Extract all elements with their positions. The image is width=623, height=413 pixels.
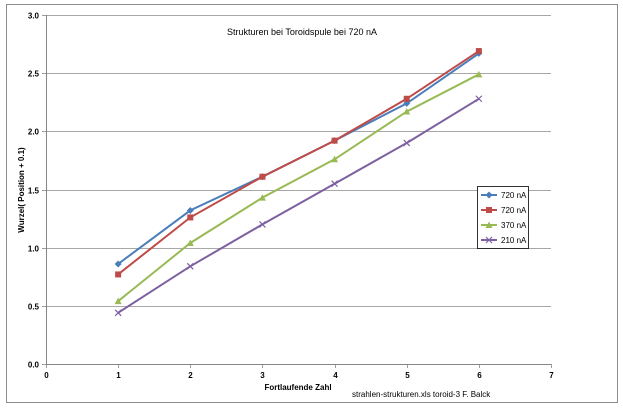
series-line (117, 50, 480, 276)
y-tick-label: 0.0 (28, 361, 40, 370)
data-point (403, 139, 411, 147)
legend-entries: 720 nA 720 nA 370 nA 210 nA (481, 191, 527, 245)
data-point (259, 220, 266, 228)
data-point (114, 260, 122, 268)
series-3 (114, 95, 483, 317)
legend-swatch-marker (485, 236, 493, 244)
x-tick-label: 6 (477, 371, 482, 380)
data-point (259, 173, 266, 180)
data-point (331, 137, 338, 144)
data-point (187, 214, 194, 221)
grid-layer (46, 15, 551, 307)
legend-swatch-marker (485, 191, 493, 199)
y-tick-label: 1.5 (28, 187, 40, 196)
legend: 720 nA 720 nA 370 nA 210 nA (477, 186, 529, 249)
legend-label: 720 nA (501, 191, 527, 200)
x-tick-label: 1 (116, 371, 121, 380)
x-tick-label: 7 (549, 371, 554, 380)
x-tick-label: 5 (405, 371, 410, 380)
data-point (475, 95, 483, 103)
data-point (475, 70, 483, 78)
series-line (117, 73, 480, 302)
x-tick-label: 4 (333, 371, 338, 380)
data-point (331, 155, 339, 163)
x-axis-label: Fortlaufende Zahl (264, 383, 331, 392)
data-point (114, 297, 122, 305)
legend-item: 720 nA (481, 206, 527, 215)
y-axis-label: Wurzel( Position + 0.1) (17, 147, 26, 233)
legend-item: 210 nA (481, 236, 527, 245)
legend-label: 210 nA (501, 236, 527, 245)
series-2 (114, 70, 483, 305)
data-point (186, 239, 194, 247)
data-point (475, 48, 482, 55)
legend-swatch-marker (486, 207, 492, 213)
x-tick-label: 3 (260, 371, 265, 380)
legend-item: 370 nA (481, 221, 527, 230)
x-tick-label: 2 (188, 371, 193, 380)
data-point (114, 309, 122, 317)
series-layer (114, 48, 483, 317)
legend-box (477, 186, 529, 249)
x-tick-label: 0 (44, 371, 49, 380)
legend-swatch-marker (485, 221, 493, 228)
axes-layer: 0.0 0.5 1.0 1.5 2.0 2.5 3.0 0 1 2 3 4 5 6 7 (28, 12, 554, 381)
chart-title: Strukturen bei Toroidspule bei 720 nA (227, 27, 377, 37)
legend-label: 370 nA (501, 221, 527, 230)
y-tick-label: 2.0 (28, 128, 40, 137)
series-1 (115, 48, 482, 278)
data-point (331, 180, 338, 188)
y-tick-label: 3.0 (28, 12, 40, 21)
data-point (403, 108, 411, 115)
data-point (186, 206, 194, 214)
legend-label: 720 nA (501, 206, 527, 215)
data-point (258, 194, 266, 201)
data-point (403, 95, 410, 102)
y-tick-label: 2.5 (28, 70, 40, 79)
y-tick-label: 1.0 (28, 245, 40, 254)
legend-item: 720 nA (481, 191, 527, 200)
data-point (115, 271, 122, 278)
y-tick-label: 0.5 (28, 303, 40, 312)
data-point (186, 262, 194, 270)
footnote: strahlen-strukturen.xls toroid-3 F. Balc… (352, 390, 491, 399)
series-line (117, 97, 480, 314)
